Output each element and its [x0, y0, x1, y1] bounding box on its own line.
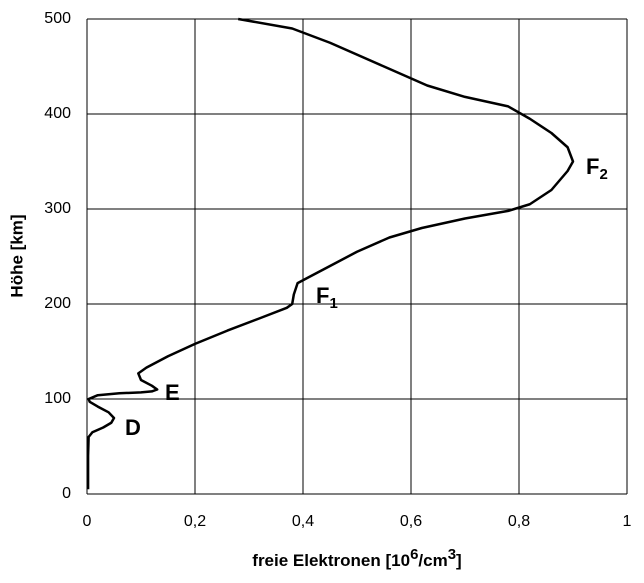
- y-tick-label: 400: [44, 105, 71, 122]
- line: [86, 17, 575, 490]
- x-label-part: /cm: [418, 551, 447, 570]
- annotation: F1: [316, 283, 338, 312]
- y-tick-label: 500: [44, 10, 71, 27]
- y-tick-label: 0: [62, 485, 71, 502]
- annotation-text: F: [586, 154, 599, 179]
- x-label-part: freie Elektronen [10: [252, 551, 410, 570]
- annotation-text: F: [316, 283, 329, 308]
- x-tick-label: 0,4: [292, 513, 314, 530]
- annotation: D: [125, 415, 141, 440]
- x-tick-label: 0,6: [400, 513, 422, 530]
- y-tick-label: 100: [44, 390, 71, 407]
- y-axis-label: Höhe [km]: [7, 214, 26, 297]
- x-tick-label: 0,2: [184, 513, 206, 530]
- annotation: E: [165, 380, 180, 405]
- x-tick-label: 0: [83, 513, 92, 530]
- x-label-sup: 6: [410, 546, 418, 563]
- annotation-sub: 1: [329, 295, 337, 312]
- y-tick-label: 300: [44, 200, 71, 217]
- y-tick-label: 200: [44, 295, 71, 312]
- annotation: F2: [586, 154, 608, 183]
- x-axis-label: freie Elektronen [106/cm3]: [252, 546, 461, 571]
- x-tick-label: 1: [623, 513, 632, 530]
- x-tick-label: 0,8: [508, 513, 530, 530]
- x-label-sup: 3: [448, 546, 456, 563]
- x-label-part: ]: [456, 551, 462, 570]
- annotation-sub: 2: [599, 166, 607, 183]
